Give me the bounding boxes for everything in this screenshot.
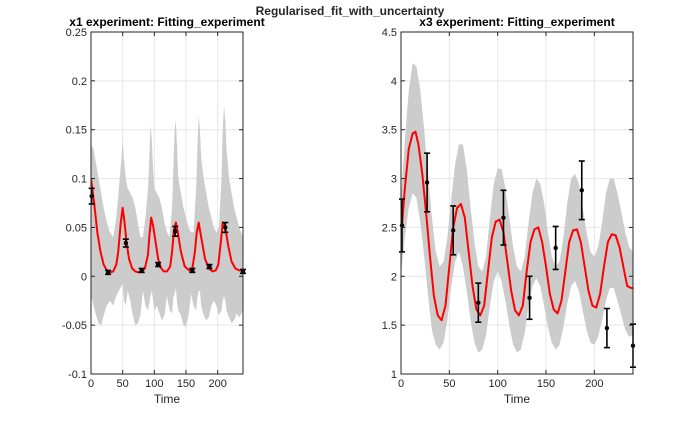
x3-experiment-axes: 0 50 100 150 200 1 1.5 2 2.5 3 3.5 4 4.5 x3 experimen… [382,15,636,406]
x3-data-marker [579,188,584,193]
x1-data-marker [105,270,111,275]
x1-x-tick-label: 200 [208,378,226,390]
x1-fit-curve [91,178,243,274]
x1-data-point [172,225,179,238]
x1-data-marker [155,262,161,267]
x3-y-tick-label: 3 [391,174,397,186]
x3-chart-title: x3 experiment: Fitting_experiment [419,15,614,29]
x1-experiment-axes: 0 50 100 150 200 -0.1 -0.05 0 0.05 0.1 0.15 0.2 0.25… [62,15,265,406]
x1-chart-title: x1 experiment: Fitting_experiment [69,15,264,29]
x1-x-tick-label: 150 [177,378,195,390]
x1-data-point [105,269,112,276]
x1-x-tick-label: 100 [145,378,163,390]
x1-y-tick-label: 0.15 [66,125,87,137]
x3-y-tick-label: 2 [391,271,397,283]
x1-axes-box [90,31,244,375]
x3-data-point [603,307,610,349]
x1-uncertainty-band [91,105,243,328]
x3-fit-curve [401,130,633,322]
x3-x-tick-label: 100 [488,378,506,390]
x3-x-tick-label: 0 [398,378,404,390]
x3-data-marker [476,300,481,305]
x1-data-marker [139,268,144,273]
x3-axes-box [400,31,634,375]
x3-y-tick-label: 4.5 [382,27,397,39]
x3-y-tick-label: 4 [391,76,397,88]
x1-data-marker [190,268,195,273]
x3-x-tick-label: 200 [585,378,603,390]
figure-suptitle: Regularised_fit_with_uncertainty [256,4,445,18]
x1-x-axis-label: Time [154,392,181,406]
x1-data-point [122,238,129,248]
x3-data-point [552,225,559,271]
x3-x-tick-label: 150 [537,378,555,390]
x3-x-axis-label: Time [504,392,531,406]
x3-data-marker [604,325,610,331]
x1-data-point [206,263,213,270]
x1-y-tick-label: -0.05 [62,320,87,332]
x1-y-tick-label: 0.2 [72,76,87,88]
x3-y-tick-label: 1 [391,369,397,381]
x3-y-tick-label: 3.5 [382,125,397,137]
x3-data-marker [424,180,430,185]
x1-data-point [222,221,229,234]
x3-x-tick-label: 50 [443,378,455,390]
x3-data-marker [527,295,532,300]
x3-data-point [578,160,585,221]
x1-x-tick-label: 0 [88,378,94,390]
x1-x-tick-label: 50 [117,378,129,390]
x3-data-point [526,275,533,321]
x1-data-marker [223,225,228,230]
x3-y-tick-label: 1.5 [382,320,397,332]
x1-data-marker [207,264,212,269]
x1-data-point [138,267,145,274]
x1-y-tick-label: 0.05 [66,222,87,234]
x3-uncertainty-band [401,63,633,353]
x3-data-point [475,282,482,324]
x3-data-point [424,152,431,213]
x1-data-marker [89,193,94,199]
x1-data-marker [123,240,129,246]
x1-data-marker [173,229,178,234]
x1-y-tick-label: 0 [81,271,87,283]
x1-y-tick-label: -0.1 [68,369,87,381]
x1-y-tick-label: 0.25 [66,27,87,39]
x3-y-tick-label: 2.5 [382,222,397,234]
x1-y-tick-label: 0.1 [72,174,87,186]
x1-data-point [189,267,196,274]
x1-data-point [155,261,162,268]
x3-data-marker [553,245,558,251]
x3-data-point [500,189,507,246]
x3-data-marker [501,215,506,220]
x3-data-marker [451,228,456,233]
x3-data-point [450,205,457,256]
